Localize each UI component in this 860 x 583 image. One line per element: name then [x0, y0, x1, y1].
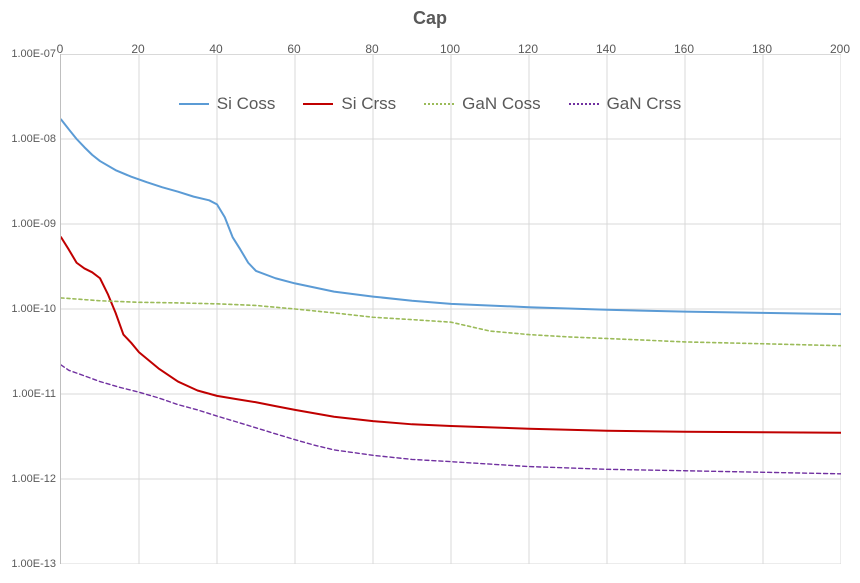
y-tick-label: 1.00E-13 [11, 558, 56, 570]
legend-item-si-coss: Si Coss [179, 94, 276, 114]
legend-label: GaN Crss [607, 94, 682, 114]
legend-swatch [303, 103, 333, 105]
legend: Si Coss Si Crss GaN Coss GaN Crss [0, 94, 860, 114]
legend-label: Si Coss [217, 94, 276, 114]
legend-item-si-crss: Si Crss [303, 94, 396, 114]
legend-swatch [179, 103, 209, 105]
legend-swatch [424, 103, 454, 105]
y-tick-label: 1.00E-10 [11, 303, 56, 315]
y-tick-label: 1.00E-12 [11, 473, 56, 485]
plot-area [60, 54, 841, 564]
legend-item-gan-coss: GaN Coss [424, 94, 540, 114]
legend-label: Si Crss [341, 94, 396, 114]
grid-lines [61, 54, 841, 564]
y-tick-label: 1.00E-09 [11, 218, 56, 230]
chart-title: Cap [0, 8, 860, 29]
y-tick-label: 1.00E-07 [11, 48, 56, 60]
y-tick-label: 1.00E-08 [11, 133, 56, 145]
y-tick-label: 1.00E-11 [12, 388, 56, 400]
capacitance-chart: Cap 1.00E-07 1.00E-08 1.00E-09 1.00E-10 1.00… [0, 0, 860, 583]
legend-swatch [569, 103, 599, 105]
legend-label: GaN Coss [462, 94, 540, 114]
legend-item-gan-crss: GaN Crss [569, 94, 682, 114]
